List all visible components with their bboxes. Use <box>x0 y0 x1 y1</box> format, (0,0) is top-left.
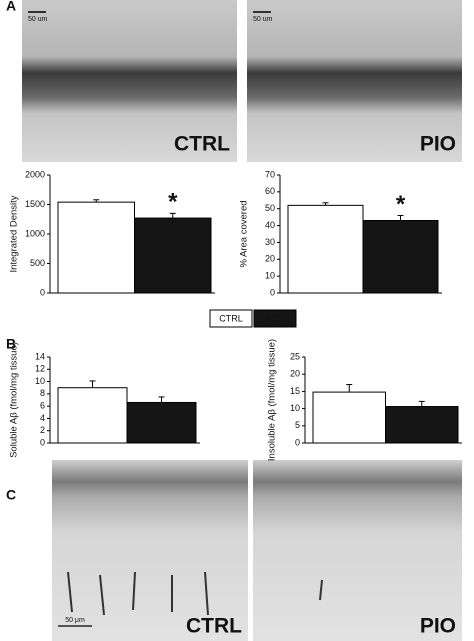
y-tick-label: 4 <box>40 413 45 423</box>
image-label: PIO <box>420 133 456 156</box>
y-tick-label: 2 <box>40 425 45 435</box>
y-tick-label: 25 <box>290 351 300 361</box>
micrograph <box>52 460 248 641</box>
y-tick-label: 30 <box>265 237 275 247</box>
bar <box>287 204 364 294</box>
neuron <box>99 574 105 616</box>
legend-swatch <box>209 309 253 328</box>
y-tick-label: 0 <box>40 287 45 297</box>
bar <box>126 401 197 444</box>
y-tick-label: 8 <box>40 388 45 398</box>
micrograph <box>22 0 237 162</box>
panel-label: C <box>6 487 16 503</box>
image-label: CTRL <box>186 615 242 638</box>
y-tick-label: 12 <box>35 364 45 374</box>
annotation: * <box>168 189 178 216</box>
bar <box>134 217 212 294</box>
y-tick-label: 20 <box>265 254 275 264</box>
y-tick-label: 0 <box>270 287 275 297</box>
scale-label: 50 um <box>253 16 273 23</box>
y-tick-label: 0 <box>295 437 300 447</box>
y-tick-label: 20 <box>290 369 300 379</box>
neuron <box>204 571 209 616</box>
y-tick-label: 5 <box>295 420 300 430</box>
y-tick-label: 40 <box>265 220 275 230</box>
micrograph <box>253 460 462 641</box>
y-axis-title: Integrated Density <box>9 195 20 272</box>
bar <box>362 220 439 294</box>
bar <box>57 387 128 444</box>
legend-label: PIO <box>267 313 283 323</box>
y-tick-label: 10 <box>265 271 275 281</box>
legend-label: CTRL <box>219 313 243 323</box>
scale-label: 50 um <box>28 16 48 23</box>
bar <box>312 391 386 444</box>
y-tick-label: 60 <box>265 186 275 196</box>
y-tick-label: 70 <box>265 169 275 179</box>
panel-label: A <box>6 0 16 14</box>
image-label: CTRL <box>174 133 230 156</box>
y-tick-label: 2000 <box>25 169 45 179</box>
y-tick-label: 14 <box>35 351 45 361</box>
y-tick-label: 10 <box>290 403 300 413</box>
y-tick-label: 15 <box>290 386 300 396</box>
y-axis-title: Soluble Aβ (fmol/mg tissue) <box>9 342 20 458</box>
scale-label: 50 μm <box>65 617 85 624</box>
y-tick-label: 1000 <box>25 228 45 238</box>
y-tick-label: 500 <box>30 258 45 268</box>
y-tick-label: 0 <box>40 437 45 447</box>
neuron <box>67 571 73 613</box>
annotation: * <box>396 191 406 218</box>
bar <box>385 406 459 444</box>
y-axis-title: % Area covered <box>239 200 250 267</box>
y-tick-label: 1500 <box>25 199 45 209</box>
bar <box>57 201 135 294</box>
y-tick-label: 10 <box>35 376 45 386</box>
micrograph <box>247 0 462 162</box>
neuron <box>132 571 136 611</box>
panel-label: B <box>6 336 16 352</box>
y-tick-label: 6 <box>40 401 45 411</box>
y-tick-label: 50 <box>265 203 275 213</box>
legend-swatch <box>253 309 297 328</box>
image-label: PIO <box>420 615 456 638</box>
y-axis-title: Insoluble Aβ (fmol/mg tissue) <box>267 339 278 461</box>
neuron <box>319 579 323 601</box>
